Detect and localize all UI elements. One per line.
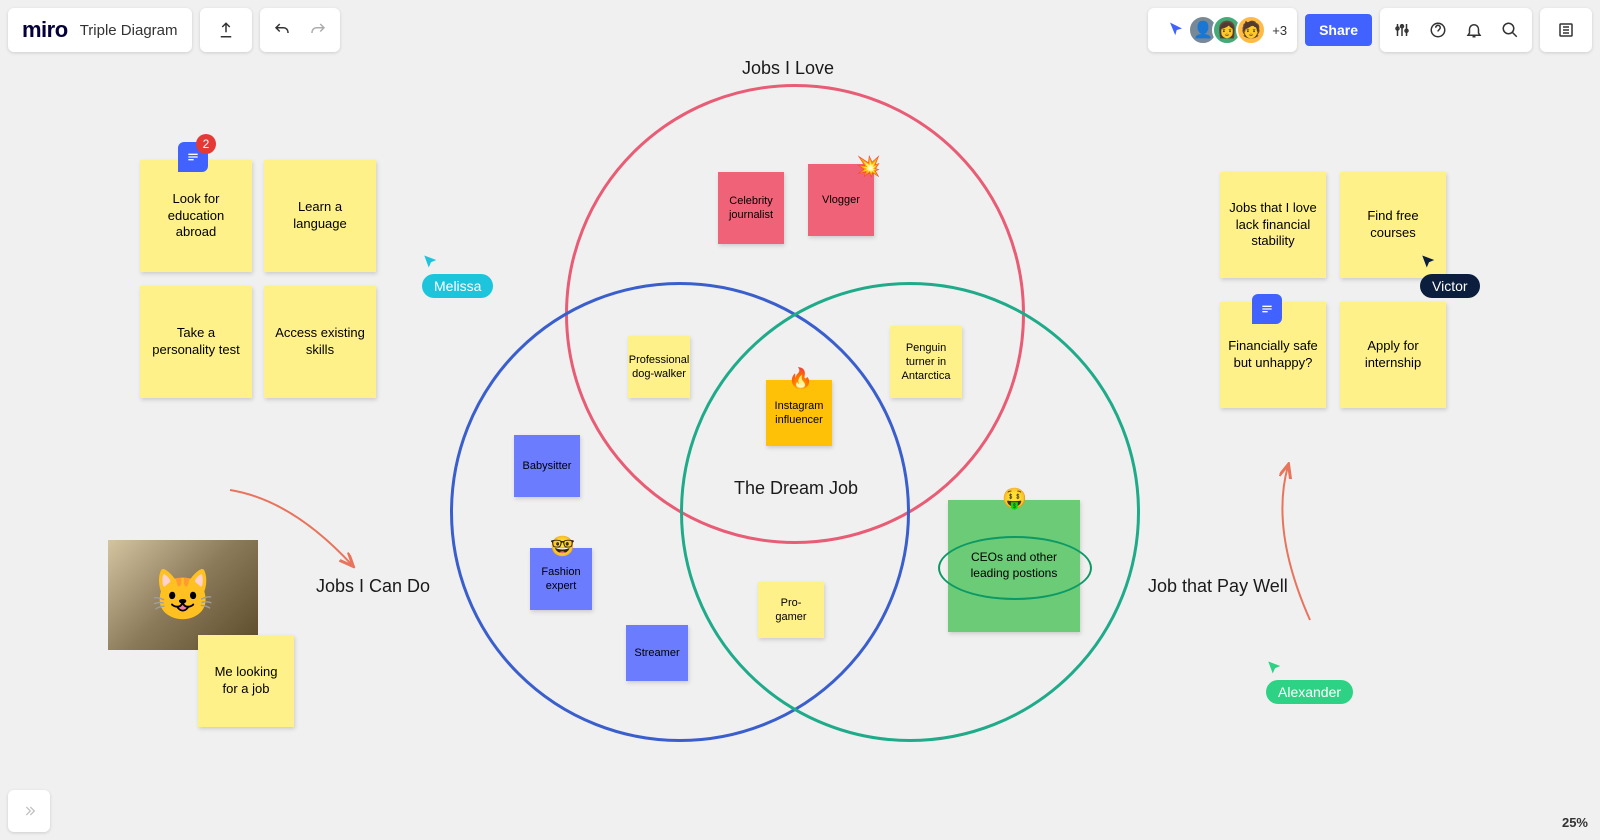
comment-bubble-1[interactable] bbox=[1252, 294, 1282, 324]
sticky-text: Look for education abroad bbox=[148, 191, 244, 242]
user-cursor-alexander: Alexander bbox=[1266, 660, 1353, 704]
sticky-text: Take a personality test bbox=[148, 325, 244, 359]
undo-icon[interactable] bbox=[264, 12, 300, 48]
sticky-left-2[interactable]: Take a personality test bbox=[140, 286, 252, 398]
comment-bubble-0[interactable]: 2 bbox=[178, 142, 208, 172]
cursor-name-tag: Alexander bbox=[1266, 680, 1353, 704]
sticky-text: Streamer bbox=[634, 646, 679, 660]
sticky-venn-0[interactable]: Celebrity journalist bbox=[718, 172, 784, 244]
more-users-count[interactable]: +3 bbox=[1272, 23, 1287, 38]
venn-label-left[interactable]: Jobs I Can Do bbox=[316, 576, 430, 597]
miro-logo[interactable]: miro bbox=[22, 17, 68, 43]
board-title[interactable]: Triple Diagram bbox=[80, 22, 178, 39]
panel-icon[interactable] bbox=[1548, 12, 1584, 48]
expand-toolbar-button[interactable] bbox=[8, 790, 50, 832]
toolbar-left: miro Triple Diagram bbox=[8, 8, 340, 52]
cursor-name-tag: Melissa bbox=[422, 274, 493, 298]
upload-group bbox=[200, 8, 252, 52]
sticky-text: Celebrity journalist bbox=[726, 194, 776, 223]
redo-icon[interactable] bbox=[300, 12, 336, 48]
sticky-text: Vlogger bbox=[822, 193, 860, 207]
user-cursor-melissa: Melissa bbox=[422, 254, 493, 298]
avatar-2[interactable]: 🧑 bbox=[1236, 15, 1266, 45]
share-button[interactable]: Share bbox=[1305, 14, 1372, 46]
bell-icon[interactable] bbox=[1456, 12, 1492, 48]
sticky-venn-3[interactable]: Penguin turner in Antarctica bbox=[890, 326, 962, 398]
help-icon[interactable] bbox=[1420, 12, 1456, 48]
panel-group bbox=[1540, 8, 1592, 52]
sticky-venn-8[interactable]: Pro-gamer bbox=[758, 582, 824, 638]
sticky-left-3[interactable]: Access existing skills bbox=[264, 286, 376, 398]
sticky-text: Penguin turner in Antarctica bbox=[898, 341, 954, 384]
sticky-right-3[interactable]: Apply for internship bbox=[1340, 302, 1446, 408]
sticky-venn-5[interactable]: Babysitter bbox=[514, 435, 580, 497]
search-icon[interactable] bbox=[1492, 12, 1528, 48]
upload-icon[interactable] bbox=[208, 12, 244, 48]
logo-title-group: miro Triple Diagram bbox=[8, 8, 192, 52]
sticky-left-1[interactable]: Learn a language bbox=[264, 160, 376, 272]
avatars[interactable]: 👤👩🧑 bbox=[1194, 15, 1266, 45]
sticky-emoji-icon: 🤑 bbox=[1002, 486, 1027, 511]
sticky-emoji-icon: 🤓 bbox=[550, 534, 575, 559]
sticky-right-0[interactable]: Jobs that I love lack financial stabilit… bbox=[1220, 172, 1326, 278]
sticky-emoji-icon: 🔥 bbox=[788, 366, 813, 391]
sticky-left-0[interactable]: Look for education abroad bbox=[140, 160, 252, 272]
sticky-text: Find free courses bbox=[1348, 208, 1438, 242]
presence-group: 👤👩🧑 +3 bbox=[1148, 8, 1297, 52]
sticky-venn-1[interactable]: Vlogger💥 bbox=[808, 164, 874, 236]
highlight-ellipse bbox=[938, 536, 1092, 600]
sticky-venn-4[interactable]: Instagram influencer🔥 bbox=[766, 380, 832, 446]
sticky-text: Access existing skills bbox=[272, 325, 368, 359]
right-icons-group bbox=[1380, 8, 1532, 52]
sticky-text: Apply for internship bbox=[1348, 338, 1438, 372]
canvas[interactable]: Jobs I Love Jobs I Can Do Job that Pay W… bbox=[0, 0, 1600, 840]
sticky-emoji-icon: 💥 bbox=[856, 154, 881, 179]
comment-count-badge: 2 bbox=[196, 134, 216, 154]
sticky-text: Instagram influencer bbox=[774, 399, 824, 428]
sticky-text: Me looking for a job bbox=[206, 664, 286, 698]
sticky-text: Fashion expert bbox=[538, 565, 584, 594]
sticky-text: Learn a language bbox=[272, 199, 368, 233]
sticky-text: Financially safe but unhappy? bbox=[1228, 338, 1318, 372]
cat-image[interactable]: 😺 bbox=[108, 540, 258, 650]
sticky-venn-2[interactable]: Professional dog-walker bbox=[628, 336, 690, 398]
sticky-text: Professional dog-walker bbox=[629, 353, 690, 382]
sticky-text: Babysitter bbox=[523, 459, 572, 473]
venn-label-center[interactable]: The Dream Job bbox=[734, 478, 858, 499]
venn-label-top[interactable]: Jobs I Love bbox=[742, 58, 834, 79]
undo-redo-group bbox=[260, 8, 340, 52]
sticky-venn-7[interactable]: Streamer bbox=[626, 625, 688, 681]
user-cursor-victor: Victor bbox=[1420, 254, 1480, 298]
sticky-text: Pro-gamer bbox=[766, 596, 816, 625]
venn-label-right[interactable]: Job that Pay Well bbox=[1148, 576, 1288, 597]
sticky-bottom[interactable]: Me looking for a job bbox=[198, 635, 294, 727]
settings-icon[interactable] bbox=[1384, 12, 1420, 48]
sticky-venn-6[interactable]: Fashion expert🤓 bbox=[530, 548, 592, 610]
toolbar-right: 👤👩🧑 +3 Share bbox=[1148, 8, 1592, 52]
sticky-text: Jobs that I love lack financial stabilit… bbox=[1228, 200, 1318, 251]
zoom-level[interactable]: 25% bbox=[1562, 815, 1588, 830]
cursor-name-tag: Victor bbox=[1420, 274, 1480, 298]
